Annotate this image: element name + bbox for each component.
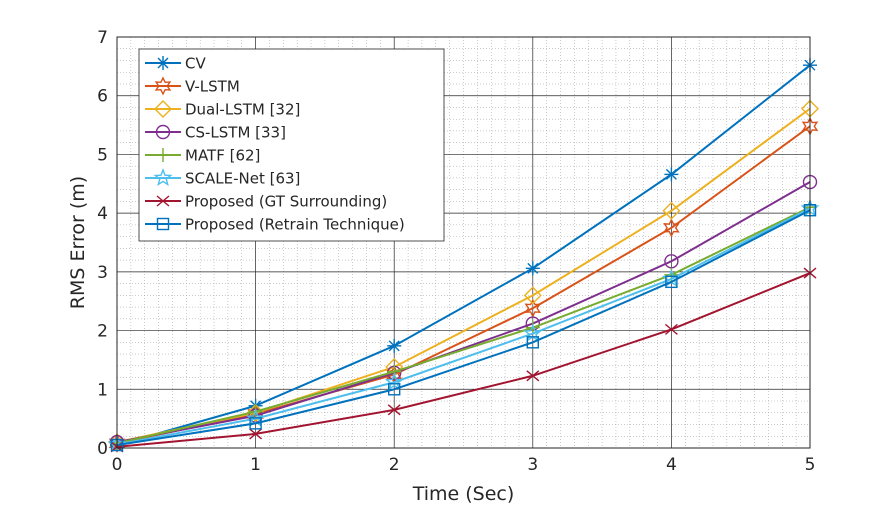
y-tick-label: 4 <box>97 204 108 224</box>
x-tick-label: 4 <box>666 455 677 475</box>
data-point <box>525 320 540 335</box>
series-line <box>116 207 811 446</box>
legend-item: SCALE-Net [63] <box>145 168 300 188</box>
data-point <box>664 323 678 335</box>
series-line <box>116 125 811 445</box>
x-axis-label: Time (Sec) <box>412 483 515 505</box>
legend-item: Dual-LSTM [32] <box>145 100 300 119</box>
legend-label: CS-LSTM [33] <box>185 124 286 142</box>
data-point <box>523 286 542 305</box>
minor-grid <box>117 37 810 448</box>
legend-item: Proposed (GT Surrounding) <box>145 193 387 211</box>
axis-ticks: 0 1 2 3 4 5 0 1 2 3 4 5 6 7 <box>97 28 815 475</box>
plot-frame <box>116 36 811 449</box>
legend-marker <box>156 148 170 162</box>
legend-label: V-LSTM <box>185 78 240 96</box>
data-point <box>384 372 404 391</box>
x-tick-label: 0 <box>112 455 123 475</box>
legend-marker <box>154 100 172 118</box>
data-point <box>662 201 681 220</box>
x-tick-label: 2 <box>389 455 400 475</box>
legend-label: Dual-LSTM [32] <box>185 101 300 119</box>
data-point <box>526 370 540 382</box>
x-tick-label: 3 <box>527 455 538 475</box>
series-line <box>116 64 811 447</box>
series-line <box>116 206 811 445</box>
y-axis-label: RMS Error (m) <box>67 176 89 309</box>
legend-item: MATF [62] <box>145 147 260 165</box>
legend-label: SCALE-Net [63] <box>185 170 300 188</box>
data-point <box>663 218 680 238</box>
series-line <box>116 272 811 448</box>
data-point <box>665 275 678 289</box>
legend-marker <box>156 195 170 207</box>
y-tick-label: 0 <box>97 439 108 459</box>
y-tick-label: 3 <box>97 263 108 283</box>
data-point <box>525 261 540 276</box>
legend-marker <box>155 124 171 140</box>
legend-marker <box>154 76 172 96</box>
data-point <box>524 298 542 318</box>
data-point <box>246 408 266 427</box>
legend-marker <box>153 168 173 187</box>
series-line <box>116 181 811 444</box>
legend-item: V-LSTM <box>145 76 240 96</box>
legend-label: CV <box>185 55 206 73</box>
y-tick-label: 6 <box>97 87 108 107</box>
series-layer <box>107 58 820 453</box>
legend-item: CV <box>145 55 206 73</box>
x-tick-label: 5 <box>805 455 816 475</box>
data-point <box>387 338 402 353</box>
series-line <box>116 209 811 447</box>
y-tick-label: 2 <box>97 322 108 342</box>
legend-label: Proposed (GT Surrounding) <box>185 193 387 211</box>
legend-item: Proposed (Retrain Technique) <box>145 216 405 234</box>
x-tick-label: 1 <box>250 455 261 475</box>
legend-box <box>138 48 445 242</box>
data-point <box>388 383 401 396</box>
legend-label: MATF [62] <box>185 147 260 165</box>
data-point <box>664 167 679 182</box>
data-point <box>249 417 262 430</box>
legend: CV V-LSTM Dual-LSTM [32] CS-LSTM [33] MATF [… <box>138 48 445 242</box>
y-tick-label: 1 <box>97 380 108 400</box>
data-point <box>664 254 679 269</box>
legend-marker <box>156 56 170 70</box>
legend-label: Proposed (Retrain Technique) <box>185 216 405 234</box>
data-point <box>387 364 402 379</box>
y-tick-label: 5 <box>97 145 108 165</box>
data-point <box>249 428 263 440</box>
legend-item: CS-LSTM [33] <box>145 124 286 142</box>
data-point <box>526 336 539 349</box>
legend-marker <box>156 217 170 231</box>
data-point <box>108 433 126 453</box>
data-point <box>387 404 401 416</box>
series-7 <box>110 204 817 452</box>
y-tick-label: 7 <box>97 28 108 48</box>
